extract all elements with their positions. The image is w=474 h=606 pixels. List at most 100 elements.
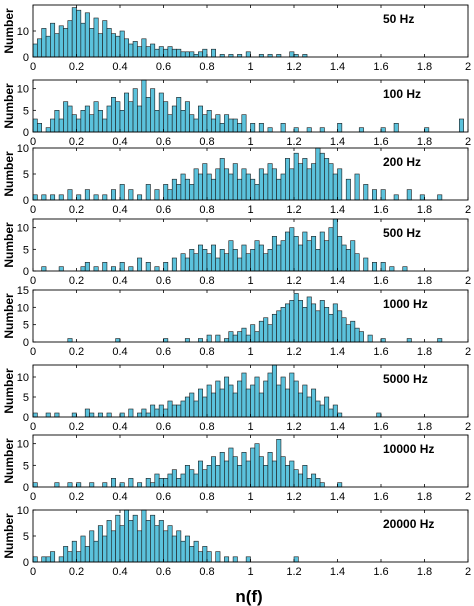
x-tick-label: 1.8: [417, 204, 432, 216]
bar-7-38: [206, 551, 212, 563]
bar-2-63: [419, 194, 425, 201]
bar-7-20: [128, 520, 134, 563]
bar-6-36: [258, 456, 264, 488]
bar-0-15: [97, 33, 103, 58]
bar-1-30: [167, 114, 173, 133]
bar-1-14: [97, 110, 103, 133]
bar-1-51: [280, 123, 286, 133]
bar-3-58: [389, 266, 395, 272]
bar-1-32: [176, 97, 182, 133]
bar-3-1: [58, 266, 64, 272]
y-tick-label: 10: [17, 26, 29, 38]
bar-7-25: [150, 514, 156, 563]
bar-4-0: [67, 338, 73, 343]
x-tick-label: 0.4: [112, 275, 127, 287]
bar-5-33: [237, 380, 243, 418]
bar-2-45: [293, 152, 299, 201]
bar-5-17: [167, 400, 173, 418]
x-tick-label: 0: [30, 346, 36, 358]
y-axis-label: Number: [2, 222, 16, 268]
bar-2-41: [276, 178, 282, 201]
bar-6-51: [337, 482, 343, 488]
x-tick-label: 1.2: [286, 204, 301, 216]
x-tick-label: 1.8: [417, 346, 432, 358]
bar-5-44: [284, 388, 290, 418]
bar-5-38: [258, 392, 264, 418]
bar-3-6: [111, 266, 116, 272]
bar-1-1: [37, 123, 42, 133]
x-tick-label: 0.4: [112, 566, 127, 578]
bar-2-61: [393, 194, 399, 201]
bar-2-18: [176, 184, 182, 201]
bar-5-42: [276, 384, 282, 418]
bar-1-13: [93, 101, 99, 133]
panel-title: 500 Hz: [383, 226, 421, 240]
bar-3-35: [271, 236, 277, 272]
bar-1-18: [115, 101, 121, 133]
x-tick-label: 1.4: [330, 136, 345, 148]
x-tick-label: 1.4: [330, 275, 345, 287]
x-tick-label: 0.6: [156, 136, 171, 148]
bar-3-13: [171, 257, 177, 272]
bar-5-0: [32, 412, 38, 418]
bar-3-33: [263, 253, 269, 272]
x-tick-label: 0.6: [156, 346, 171, 358]
bar-3-54: [354, 253, 360, 272]
x-tick-label: 0.8: [199, 346, 214, 358]
y-tick-label: 0: [23, 482, 29, 494]
bar-5-32: [232, 392, 238, 418]
bar-7-11: [89, 530, 95, 563]
bar-6-21: [193, 473, 199, 488]
bar-5-49: [306, 396, 312, 418]
y-tick-label: 5: [23, 244, 29, 256]
bar-2-64: [437, 194, 443, 201]
bar-5-20: [180, 400, 186, 418]
bar-0-6: [58, 25, 64, 58]
bar-6-40: [276, 439, 282, 488]
bar-0-18: [111, 33, 116, 58]
y-tick-label: 5: [23, 392, 29, 404]
bar-5-23: [193, 400, 199, 418]
bar-6-37: [263, 465, 269, 488]
bar-0-0: [32, 43, 38, 58]
bar-7-21: [132, 514, 138, 563]
x-tick-label: 0.8: [199, 61, 214, 73]
bar-6-26: [215, 465, 221, 488]
bar-1-49: [258, 123, 264, 133]
bar-0-22: [128, 43, 134, 58]
y-tick-label: 0: [23, 412, 29, 424]
bar-0-48: [289, 51, 295, 58]
bar-4-3: [184, 338, 190, 343]
bar-6-27: [219, 452, 225, 488]
bar-2-43: [284, 158, 290, 201]
bar-4-2: [163, 338, 169, 343]
bar-7-14: [102, 535, 108, 563]
bar-2-13: [145, 184, 151, 201]
x-tick-label: 2: [465, 346, 471, 358]
bar-3-51: [341, 244, 347, 272]
bar-3-26: [232, 249, 238, 272]
x-tick-label: 0.2: [69, 566, 84, 578]
bar-4-31: [328, 313, 334, 343]
bar-0-34: [180, 51, 186, 58]
bar-5-1: [45, 412, 51, 418]
bar-3-7: [119, 262, 125, 272]
bar-7-18: [119, 525, 125, 563]
bar-1-58: [393, 123, 399, 133]
bar-5-55: [332, 404, 338, 418]
x-tick-label: 1.2: [286, 566, 301, 578]
bar-0-12: [84, 12, 90, 58]
bar-7-15: [106, 520, 112, 563]
bar-6-5: [102, 482, 108, 488]
bar-5-11: [141, 408, 147, 418]
bar-1-15: [102, 118, 108, 133]
bar-5-43: [280, 376, 286, 418]
bar-7-6: [67, 551, 73, 563]
bar-4-10: [237, 331, 243, 343]
bar-1-8: [71, 114, 77, 133]
bar-2-56: [345, 178, 351, 201]
x-tick-label: 2: [465, 491, 471, 503]
bar-0-19: [115, 35, 121, 58]
